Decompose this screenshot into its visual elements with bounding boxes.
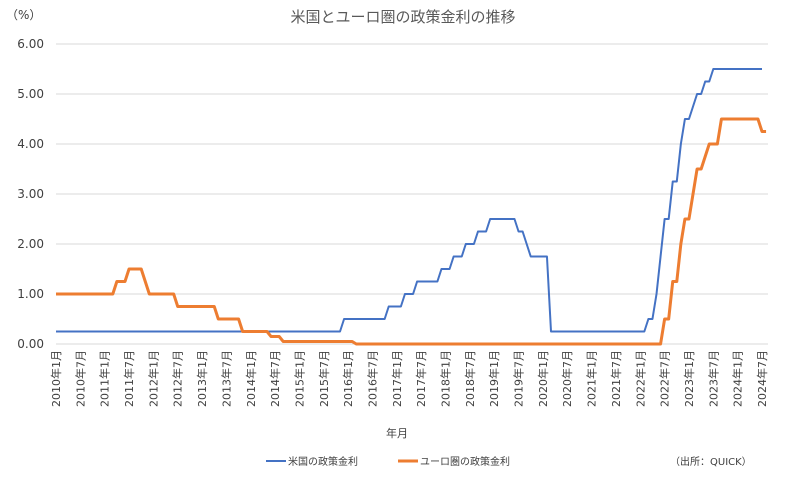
- x-tick-label: 2023年7月: [706, 350, 720, 407]
- x-tick-label: 2017年7月: [414, 350, 428, 407]
- x-tick-label: 2011年1月: [98, 350, 112, 407]
- x-tick-label: 2017年1月: [390, 350, 404, 407]
- y-tick-label: 1.00: [17, 287, 44, 301]
- x-tick-label: 2018年1月: [439, 350, 453, 407]
- x-tick-label: 2021年1月: [585, 350, 599, 407]
- x-tick-label: 2020年7月: [560, 350, 574, 407]
- x-tick-label: 2012年7月: [171, 350, 185, 407]
- x-tick-label: 2014年1月: [244, 350, 258, 407]
- x-tick-label: 2023年1月: [682, 350, 696, 407]
- x-tick-label: 2015年1月: [292, 350, 306, 407]
- x-tick-label: 2020年1月: [536, 350, 550, 407]
- x-tick-label: 2018年7月: [463, 350, 477, 407]
- series-line: [56, 117, 767, 346]
- x-tick-label: 2015年7月: [317, 350, 331, 407]
- y-tick-label: 0.00: [17, 337, 44, 351]
- x-tick-label: 2024年1月: [731, 350, 745, 407]
- source-note: （出所：QUICK）: [670, 455, 752, 468]
- x-axis-label: 年月: [386, 426, 408, 440]
- x-tick-label: 2016年1月: [341, 350, 355, 407]
- series-line: [56, 68, 762, 333]
- y-tick-label: 4.00: [17, 137, 44, 151]
- legend-label: 米国の政策金利: [288, 455, 358, 468]
- x-tick-label: 2014年7月: [268, 350, 282, 407]
- x-tick-label: 2024年7月: [755, 350, 769, 407]
- x-tick-label: 2010年1月: [49, 350, 63, 407]
- x-tick-label: 2011年7月: [122, 350, 136, 407]
- y-tick-label: 3.00: [17, 187, 44, 201]
- y-tick-label: 6.00: [17, 37, 44, 51]
- legend-label: ユーロ圏の政策金利: [420, 455, 510, 468]
- y-tick-label: 2.00: [17, 237, 44, 251]
- x-tick-label: 2013年1月: [195, 350, 209, 407]
- x-tick-label: 2022年1月: [633, 350, 647, 407]
- x-tick-label: 2019年1月: [487, 350, 501, 407]
- x-tick-label: 2019年7月: [512, 350, 526, 407]
- x-tick-label: 2021年7月: [609, 350, 623, 407]
- y-tick-label: 5.00: [17, 87, 44, 101]
- x-tick-label: 2013年7月: [219, 350, 233, 407]
- x-tick-label: 2016年7月: [365, 350, 379, 407]
- x-tick-label: 2010年7月: [73, 350, 87, 407]
- x-tick-label: 2022年7月: [658, 350, 672, 407]
- chart-title: 米国とユーロ圏の政策金利の推移: [290, 8, 515, 26]
- x-tick-label: 2012年1月: [146, 350, 160, 407]
- y-unit: （%）: [6, 8, 41, 22]
